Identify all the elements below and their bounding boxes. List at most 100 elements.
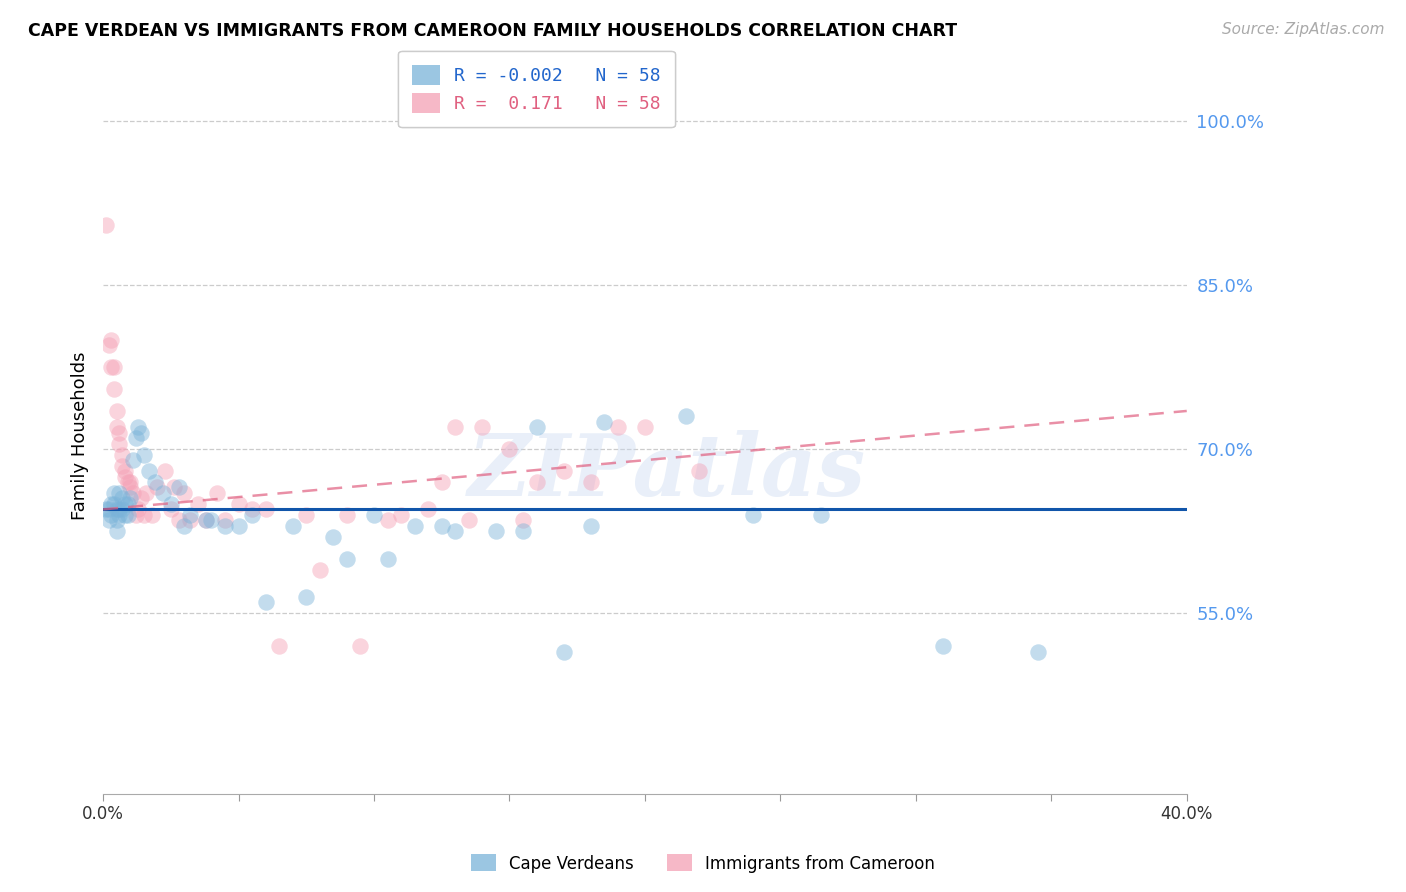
Point (214, 518, 236, 533)
Point (254, 502, 277, 516)
Point (240, 502, 263, 516)
Point (111, 448, 134, 462)
Point (97, 513, 120, 527)
Point (281, 518, 304, 533)
Point (108, 508, 131, 522)
Point (152, 486, 174, 500)
Point (167, 481, 190, 495)
Point (103, 497, 125, 511)
Point (404, 518, 426, 533)
Point (688, 464, 710, 478)
Point (114, 497, 136, 511)
Point (160, 502, 183, 516)
Point (108, 425, 131, 440)
Point (553, 644, 575, 658)
Point (100, 360, 122, 375)
Point (173, 518, 195, 533)
Point (138, 464, 160, 478)
Point (498, 442, 520, 457)
Point (111, 491, 134, 506)
Point (120, 491, 142, 506)
Point (579, 475, 602, 489)
Point (105, 404, 128, 418)
Point (124, 431, 146, 445)
Point (117, 497, 139, 511)
Point (146, 481, 169, 495)
Point (526, 420, 548, 434)
Point (127, 420, 149, 434)
Point (97, 502, 120, 516)
Point (1026, 644, 1049, 658)
Point (579, 518, 602, 533)
Point (187, 497, 209, 511)
Point (162, 481, 184, 495)
Point (141, 508, 163, 522)
Point (430, 518, 453, 533)
Point (444, 524, 467, 539)
Point (675, 409, 697, 424)
Point (195, 513, 218, 527)
Point (160, 497, 183, 511)
Text: Source: ZipAtlas.com: Source: ZipAtlas.com (1222, 22, 1385, 37)
Point (457, 513, 479, 527)
Point (205, 486, 228, 500)
Point (228, 518, 250, 533)
Point (179, 508, 201, 522)
Point (132, 448, 155, 462)
Point (97, 338, 120, 352)
Y-axis label: Family Households: Family Households (72, 351, 89, 520)
Point (228, 497, 250, 511)
Point (100, 497, 122, 511)
Point (179, 513, 201, 527)
Point (526, 475, 548, 489)
Point (471, 420, 494, 434)
Point (200, 513, 222, 527)
Point (322, 530, 344, 544)
Point (377, 551, 399, 566)
Point (114, 469, 136, 483)
Point (103, 360, 125, 375)
Text: CAPE VERDEAN VS IMMIGRANTS FROM CAMEROON FAMILY HOUSEHOLDS CORRELATION CHART: CAPE VERDEAN VS IMMIGRANTS FROM CAMEROON… (28, 22, 957, 40)
Point (111, 458, 134, 473)
Point (254, 595, 277, 609)
Point (167, 513, 190, 527)
Point (363, 508, 385, 522)
Point (932, 639, 955, 653)
Point (444, 420, 467, 434)
Point (127, 502, 149, 516)
Point (240, 508, 263, 522)
Point (105, 524, 128, 539)
Point (418, 502, 440, 516)
Point (349, 639, 371, 653)
Point (269, 639, 291, 653)
Point (122, 486, 145, 500)
Point (195, 513, 218, 527)
Point (94, 502, 117, 516)
Point (122, 453, 145, 467)
Point (129, 425, 152, 440)
Point (117, 508, 139, 522)
Point (103, 382, 125, 396)
Point (336, 551, 359, 566)
Point (108, 502, 131, 516)
Point (105, 420, 128, 434)
Legend: Cape Verdeans, Immigrants from Cameroon: Cape Verdeans, Immigrants from Cameroon (464, 847, 942, 880)
Point (606, 420, 628, 434)
Point (120, 475, 142, 489)
Point (124, 508, 146, 522)
Point (742, 508, 765, 522)
Point (512, 524, 534, 539)
Point (120, 481, 142, 495)
Point (135, 486, 157, 500)
Point (336, 508, 359, 522)
Point (155, 464, 177, 478)
Point (214, 513, 236, 527)
Point (117, 475, 139, 489)
Point (173, 486, 195, 500)
Point (295, 508, 318, 522)
Point (485, 524, 508, 539)
Legend: R = -0.002   N = 58, R =  0.171   N = 58: R = -0.002 N = 58, R = 0.171 N = 58 (398, 51, 675, 128)
Point (129, 491, 152, 506)
Point (114, 464, 136, 478)
Point (100, 508, 122, 522)
